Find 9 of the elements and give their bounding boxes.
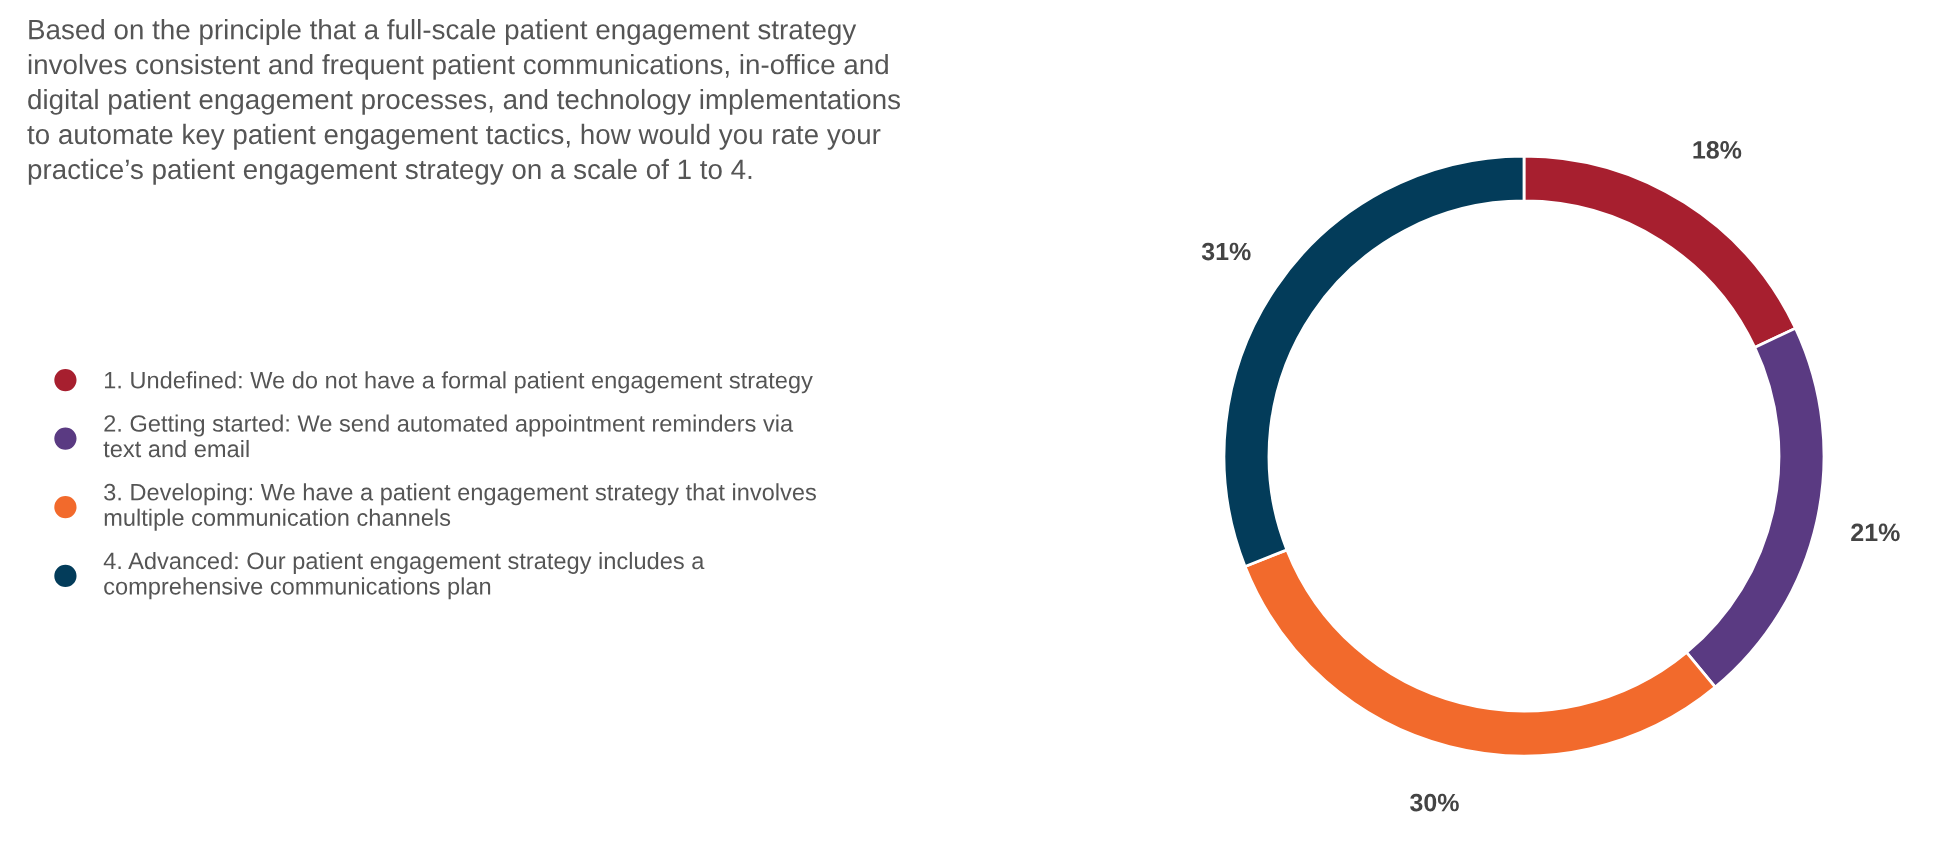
legend-label: 2. Getting started: We send automated appointment reminders via text and email: [103, 414, 794, 458]
legend-label: 1. Undefined: We do not have a formal patient engagement strategy: [104, 371, 813, 394]
data-label: 31%: [1201, 242, 1251, 261]
legend-label: 3. Developing: We have a patient engagement strategy that involves multiple communication channels: [104, 483, 816, 531]
data-label: 21%: [1851, 523, 1900, 542]
data-label: 18%: [1693, 141, 1742, 159]
data-label: 30%: [1410, 793, 1459, 812]
chart-title: Based on the principle that a full-scale patient engagement strategy involves consistent and frequent patient communications, in-office and digital patient engagement processes, and technology implementations to automate key patient engagement tactics, how would you rate your practice’s patient engagement strategy on a scale of 1 to 4.: [27, 19, 901, 185]
legend-label: 4. Advanced: Our patient engagement strategy includes a comprehensive communications plan: [103, 551, 705, 600]
